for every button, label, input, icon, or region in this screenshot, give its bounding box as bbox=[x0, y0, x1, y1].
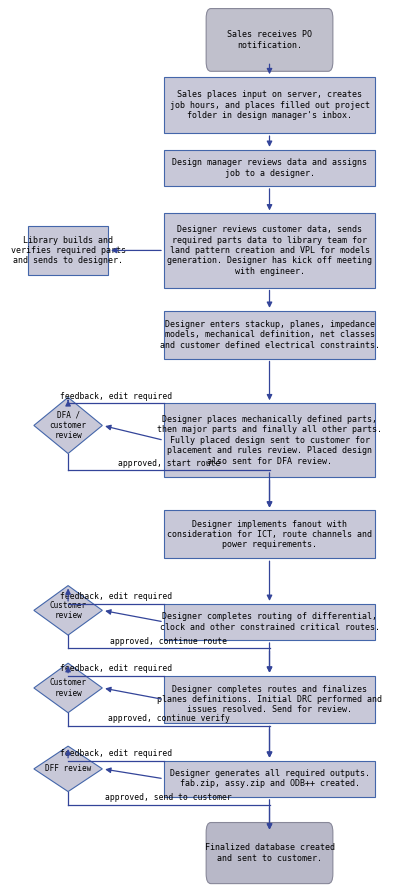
Text: approved, continue verify: approved, continue verify bbox=[108, 714, 230, 723]
FancyBboxPatch shape bbox=[164, 150, 375, 186]
Text: DFF review: DFF review bbox=[45, 764, 91, 773]
Text: Designer enters stackup, planes, impedance
models, mechanical definition, net cl: Designer enters stackup, planes, impedan… bbox=[160, 320, 379, 349]
Text: approved, start route: approved, start route bbox=[118, 458, 220, 468]
Text: Designer completes routing of differential,
clock and other constrained critical: Designer completes routing of differenti… bbox=[160, 613, 379, 631]
FancyBboxPatch shape bbox=[164, 604, 375, 640]
FancyBboxPatch shape bbox=[28, 226, 108, 275]
Polygon shape bbox=[34, 663, 102, 713]
Text: Library builds and
verifies required parts
and sends to designer.: Library builds and verifies required par… bbox=[10, 236, 126, 265]
Text: Designer places mechanically defined parts,
then major parts and finally all oth: Designer places mechanically defined par… bbox=[157, 415, 382, 465]
FancyBboxPatch shape bbox=[164, 403, 375, 478]
FancyBboxPatch shape bbox=[164, 511, 375, 558]
FancyBboxPatch shape bbox=[206, 9, 333, 71]
FancyBboxPatch shape bbox=[164, 213, 375, 288]
Text: feedback, edit required: feedback, edit required bbox=[60, 592, 172, 601]
Text: Finalized database created
and sent to customer.: Finalized database created and sent to c… bbox=[204, 843, 334, 863]
FancyBboxPatch shape bbox=[164, 676, 375, 723]
Text: approved, send to customer: approved, send to customer bbox=[106, 793, 232, 802]
Text: Customer
review: Customer review bbox=[50, 679, 87, 697]
Text: Sales places input on server, creates
job hours, and places filled out project
f: Sales places input on server, creates jo… bbox=[170, 90, 369, 120]
Text: Designer completes routes and finalizes
planes definitions. Initial DRC performe: Designer completes routes and finalizes … bbox=[157, 685, 382, 714]
FancyBboxPatch shape bbox=[164, 761, 375, 797]
FancyBboxPatch shape bbox=[164, 77, 375, 133]
Text: DFA /
customer
review: DFA / customer review bbox=[50, 411, 87, 440]
Text: Designer implements fanout with
consideration for ICT, route channels and
power : Designer implements fanout with consider… bbox=[167, 520, 372, 549]
Polygon shape bbox=[34, 747, 102, 791]
FancyBboxPatch shape bbox=[164, 311, 375, 359]
Text: feedback, edit required: feedback, edit required bbox=[60, 664, 172, 673]
Text: Customer
review: Customer review bbox=[50, 601, 87, 620]
Polygon shape bbox=[34, 586, 102, 635]
Text: approved, continue route: approved, continue route bbox=[111, 637, 227, 646]
Text: Designer generates all required outputs.
fab.zip, assy.zip and ODB++ created.: Designer generates all required outputs.… bbox=[170, 769, 369, 789]
Polygon shape bbox=[34, 397, 102, 454]
Text: Sales receives PO
notification.: Sales receives PO notification. bbox=[227, 30, 312, 50]
Text: Design manager reviews data and assigns
job to a designer.: Design manager reviews data and assigns … bbox=[172, 158, 367, 178]
Text: Designer reviews customer data, sends
required parts data to library team for
la: Designer reviews customer data, sends re… bbox=[167, 225, 372, 276]
Text: feedback, edit required: feedback, edit required bbox=[60, 749, 172, 758]
FancyBboxPatch shape bbox=[206, 822, 333, 883]
Text: feedback, edit required: feedback, edit required bbox=[60, 392, 172, 401]
